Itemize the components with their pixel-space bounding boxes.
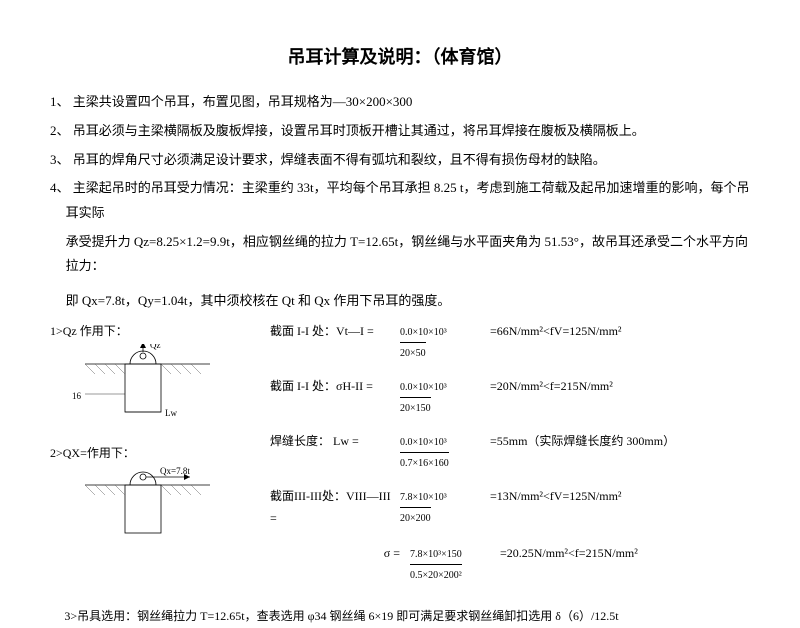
eq-right: =55mm（实际焊缝长度约 300mm） bbox=[490, 430, 750, 453]
diagram-2-svg: Qx=7.8t bbox=[50, 467, 230, 547]
eq-right: =20.25N/mm²<f=215N/mm² bbox=[500, 542, 750, 565]
qz-label: Qz bbox=[150, 344, 161, 350]
qx-label: Qx=7.8t bbox=[160, 467, 190, 476]
eq-mid: 0.0×10×10³20×50 bbox=[400, 323, 490, 363]
diagram-column: 1>Qz 作用下： Qz Lw 16 bbox=[50, 320, 250, 598]
dim-16: 16 bbox=[72, 391, 82, 401]
eq-label: σ = bbox=[270, 542, 410, 565]
diagram-1-svg: Qz Lw 16 bbox=[50, 344, 230, 434]
list-item-3: 3、 吊耳的焊角尺寸必须满足设计要求，焊缝表面不得有弧坑和裂纹，且不得有损伤母材… bbox=[50, 148, 750, 173]
document-title: 吊耳计算及说明：（体育馆） bbox=[50, 40, 750, 74]
main-area: 1>Qz 作用下： Qz Lw 16 bbox=[50, 320, 750, 598]
list-item-4-cont: 承受提升力 Qz=8.25×1.2=9.9t，相应钢丝绳的拉力 T=12.65t… bbox=[50, 230, 750, 279]
eq-label: 截面 I-I 处：σH-II = bbox=[270, 375, 400, 398]
list-item-1: 1、 主梁共设置四个吊耳，布置见图，吊耳规格为—30×200×300 bbox=[50, 90, 750, 115]
eq-label: 焊缝长度： Lw = bbox=[270, 430, 400, 453]
eq-row-3: 焊缝长度： Lw = 0.0×10×10³0.7×16×160 =55mm（实际… bbox=[270, 430, 750, 473]
list-item-4: 4、 主梁起吊时的吊耳受力情况：主梁重约 33t，平均每个吊耳承担 8.25 t… bbox=[50, 176, 750, 225]
eq-row-1: 截面 I-I 处：Vt—I = 0.0×10×10³20×50 =66N/mm²… bbox=[270, 320, 750, 363]
equations-column: 截面 I-I 处：Vt—I = 0.0×10×10³20×50 =66N/mm²… bbox=[250, 320, 750, 598]
eq-mid: 0.0×10×10³20×150 bbox=[400, 378, 490, 418]
diagram-2-label: 2>QX=作用下： bbox=[50, 442, 250, 465]
sub-line: 即 Qx=7.8t，Qy=1.04t，其中须校核在 Qt 和 Qx 作用下吊耳的… bbox=[50, 289, 750, 314]
eq-right: =66N/mm²<fV=125N/mm² bbox=[490, 320, 750, 343]
diagram-1-label: 1>Qz 作用下： bbox=[50, 320, 250, 343]
eq-mid: 7.8×10×10³20×200 bbox=[400, 488, 490, 528]
footer-note: 3>吊具选用：钢丝绳拉力 T=12.65t，查表选用 φ34 钢丝绳 6×19 … bbox=[50, 605, 750, 628]
eq-label: 截面III-III处：VIII—III = bbox=[270, 485, 400, 531]
eq-right: =20N/mm²<f=215N/mm² bbox=[490, 375, 750, 398]
eq-row-5: σ = 7.8×10³×1500.5×20×200² =20.25N/mm²<f… bbox=[270, 542, 750, 585]
eq-row-2: 截面 I-I 处：σH-II = 0.0×10×10³20×150 =20N/m… bbox=[270, 375, 750, 418]
diagram-2: 2>QX=作用下： Qx=7.8t bbox=[50, 442, 250, 547]
eq-label: 截面 I-I 处：Vt—I = bbox=[270, 320, 400, 343]
diagram-1: 1>Qz 作用下： Qz Lw 16 bbox=[50, 320, 250, 435]
list-item-2: 2、 吊耳必须与主梁横隔板及腹板焊接，设置吊耳时顶板开槽让其通过，将吊耳焊接在腹… bbox=[50, 119, 750, 144]
eq-right: =13N/mm²<fV=125N/mm² bbox=[490, 485, 750, 508]
eq-mid: 7.8×10³×1500.5×20×200² bbox=[410, 545, 500, 585]
eq-row-4: 截面III-III处：VIII—III = 7.8×10×10³20×200 =… bbox=[270, 485, 750, 531]
eq-mid: 0.0×10×10³0.7×16×160 bbox=[400, 433, 490, 473]
lw-label: Lw bbox=[165, 408, 177, 418]
